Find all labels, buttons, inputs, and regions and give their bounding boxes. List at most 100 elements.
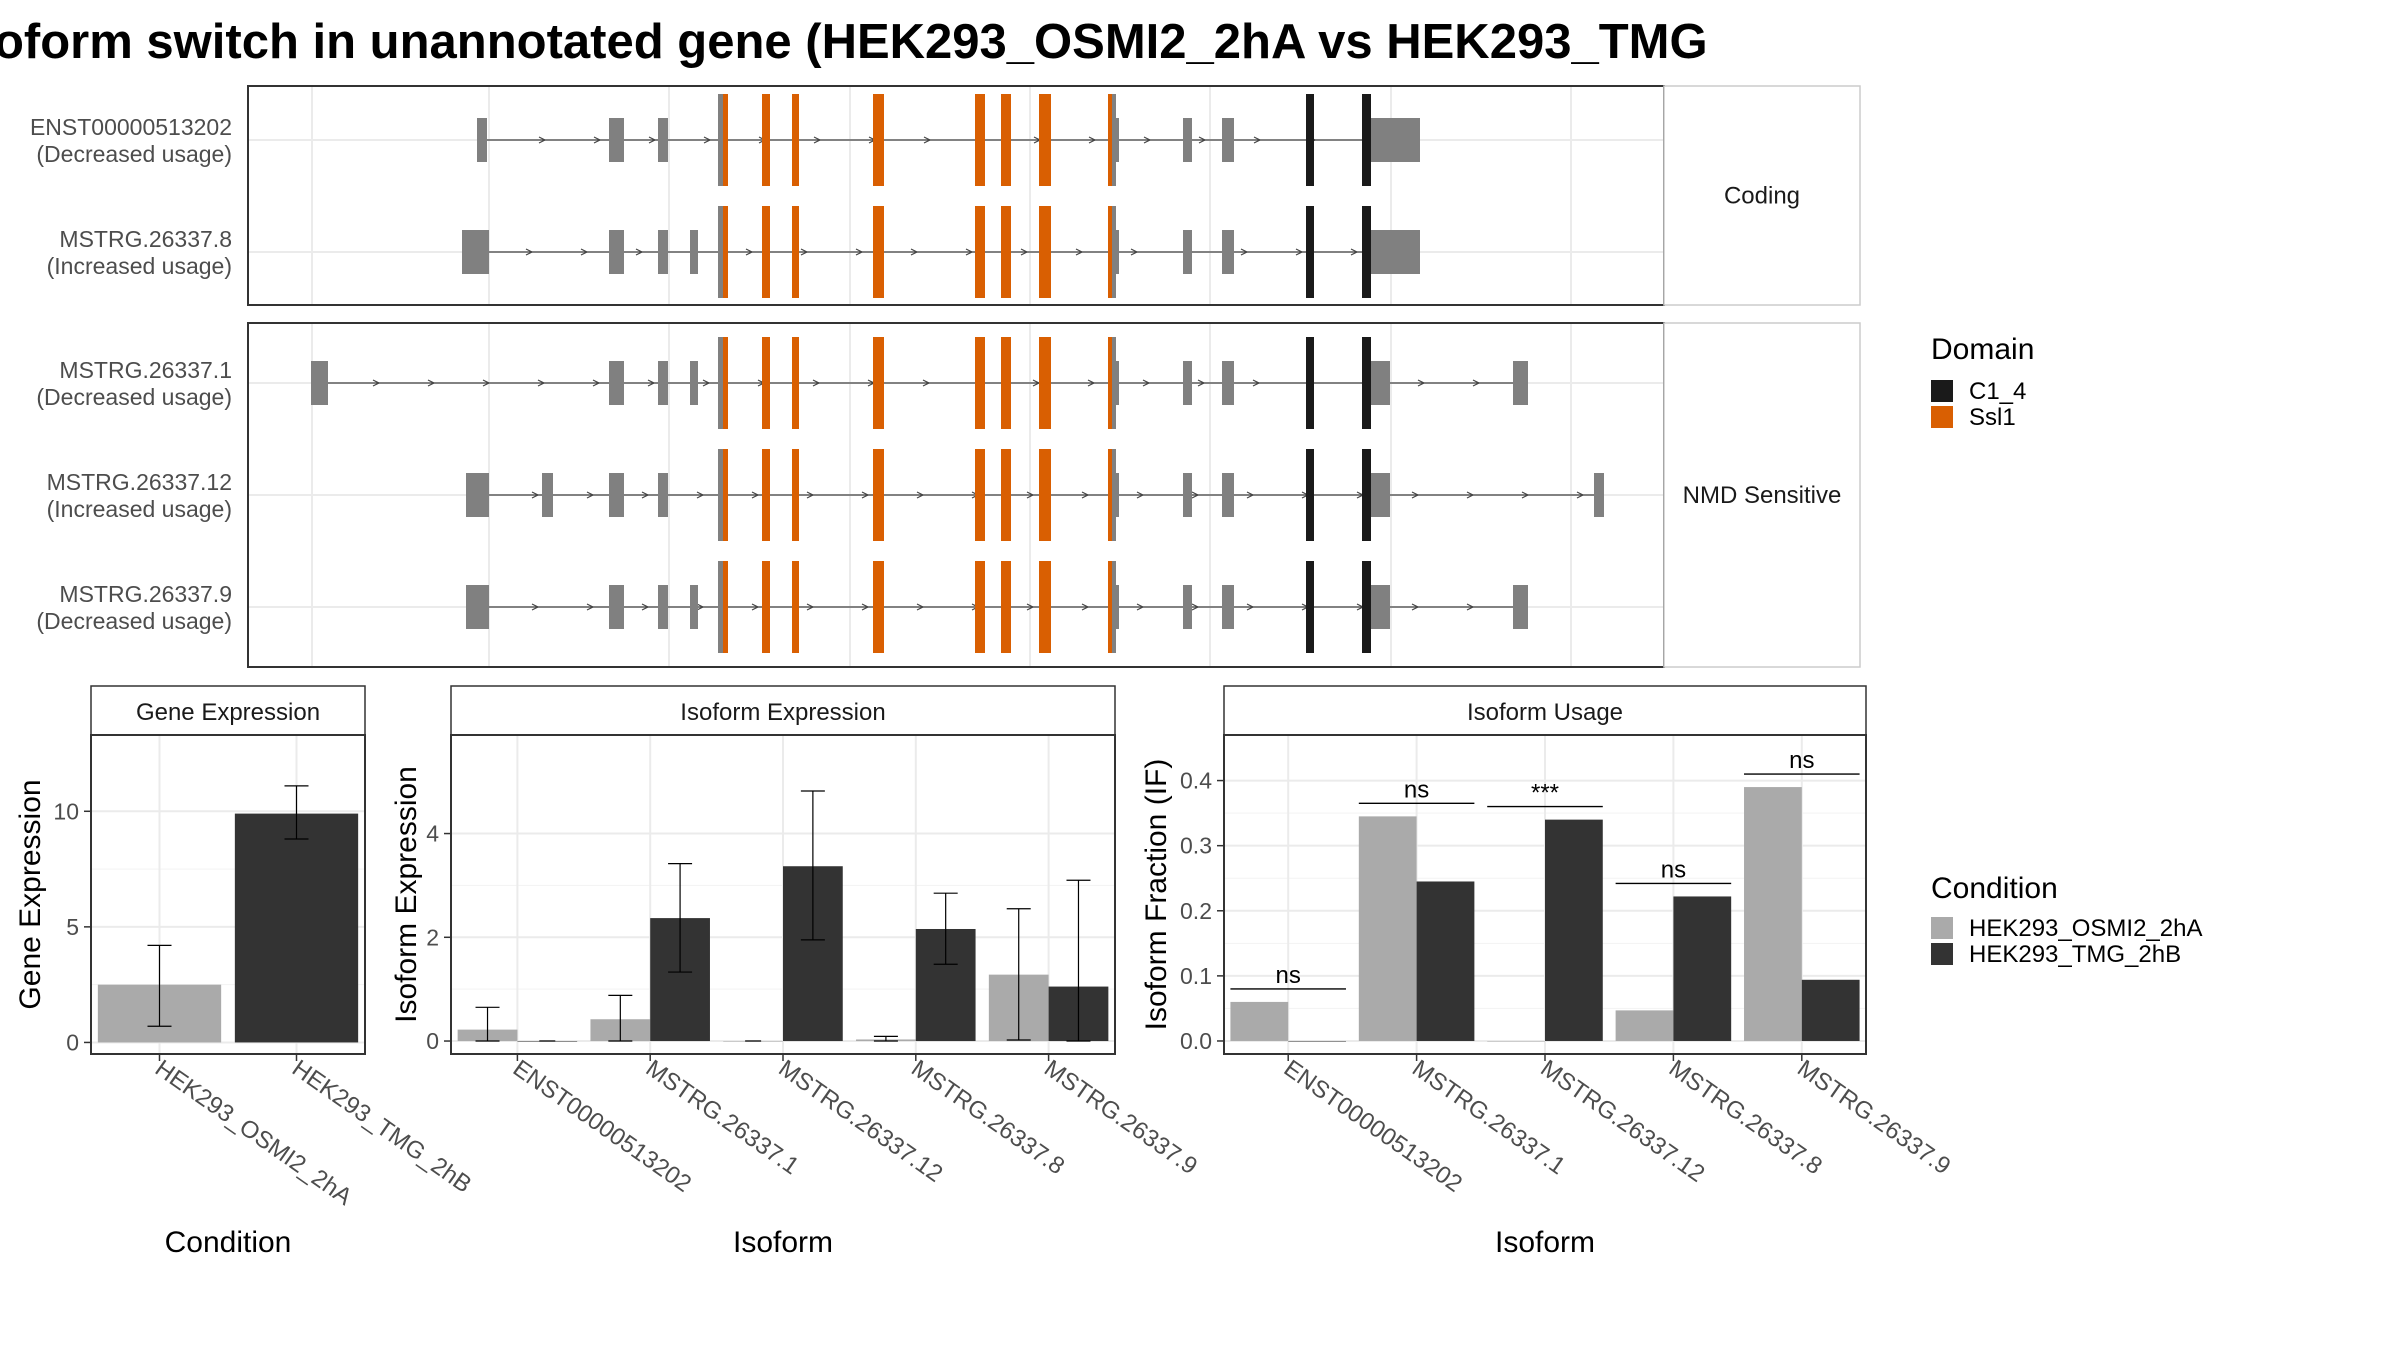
y-tick-label: 10 <box>53 798 79 824</box>
y-axis-label: Gene Expression <box>14 779 47 1009</box>
exon <box>609 585 624 629</box>
transcript-id: MSTRG.26337.8 <box>59 226 232 252</box>
domain-ssl1 <box>975 449 985 541</box>
domain-c1-4 <box>1306 561 1314 653</box>
strand-arrow <box>1075 248 1084 256</box>
exon <box>311 361 328 405</box>
strand-arrow <box>537 379 546 387</box>
strand-arrow <box>1252 379 1261 387</box>
domain-legend-title: Domain <box>1931 333 2034 366</box>
panel-strip <box>1223 685 1867 736</box>
strand-arrow <box>1521 491 1530 499</box>
exon-edge <box>1112 94 1116 186</box>
exon-edge <box>718 94 723 186</box>
strand-arrow <box>1417 379 1426 387</box>
exon <box>1370 473 1390 517</box>
strand-arrow <box>1411 491 1420 499</box>
bar <box>1416 881 1475 1041</box>
domain-ssl1 <box>975 561 985 653</box>
domain-ssl1 <box>1039 206 1051 298</box>
bar <box>1288 1040 1346 1042</box>
strand-arrow <box>1240 248 1249 256</box>
panel-title: Isoform Usage <box>1467 699 1623 726</box>
exon-edge <box>1112 337 1116 429</box>
exon <box>1222 230 1234 274</box>
bar <box>1615 1010 1674 1041</box>
exon <box>1183 473 1192 517</box>
transcript-row: ENST00000513202(Decreased usage) <box>30 94 1420 186</box>
strand-arrow <box>965 248 974 256</box>
transcript-usage: (Increased usage) <box>47 253 232 279</box>
bar <box>1487 1040 1545 1042</box>
domain-ssl1 <box>762 206 770 298</box>
structure-strip <box>1663 85 1861 306</box>
exon-edge <box>718 206 723 298</box>
domain-ssl1 <box>792 449 799 541</box>
strand-arrow <box>648 136 657 144</box>
strand-arrow <box>1295 248 1304 256</box>
strand-arrow <box>1087 379 1096 387</box>
strand-arrow <box>1472 379 1481 387</box>
strand-arrow <box>1081 491 1090 499</box>
exon <box>1370 585 1390 629</box>
strand-arrow <box>703 136 712 144</box>
transcript-row: MSTRG.26337.1(Decreased usage) <box>36 337 1528 429</box>
strand-arrow <box>702 379 711 387</box>
plot-border <box>90 734 366 1055</box>
exon-edge <box>718 561 723 653</box>
transcript-usage: (Decreased usage) <box>36 608 232 634</box>
panel-strip <box>90 685 366 736</box>
strand-arrow <box>861 603 870 611</box>
domain-ssl1 <box>1039 449 1051 541</box>
exon-edge <box>1112 206 1116 298</box>
strand-arrow <box>592 379 601 387</box>
strand-arrow <box>525 248 534 256</box>
domain-ssl1 <box>1039 561 1051 653</box>
strand-arrow <box>751 603 760 611</box>
exon <box>658 473 668 517</box>
domain-c1-4 <box>1362 449 1371 541</box>
bar <box>1673 896 1732 1041</box>
exon <box>1513 585 1528 629</box>
exon-edge <box>1112 561 1116 653</box>
transcript-usage: (Increased usage) <box>47 496 232 522</box>
exon <box>658 585 668 629</box>
domain-ssl1 <box>873 561 884 653</box>
panel-title: Isoform Expression <box>680 699 885 726</box>
domain-legend-swatch <box>1931 380 1953 402</box>
strand-arrow <box>641 603 650 611</box>
exon <box>1513 361 1528 405</box>
signif-label: *** <box>1531 780 1559 807</box>
strand-arrow <box>1350 248 1359 256</box>
exon <box>1370 361 1390 405</box>
domain-ssl1 <box>1001 449 1011 541</box>
strand-arrow <box>861 491 870 499</box>
strand-arrow <box>813 136 822 144</box>
exon <box>1222 118 1234 162</box>
signif-label: ns <box>1789 747 1814 774</box>
exon <box>462 230 489 274</box>
y-tick-label: 0.0 <box>1180 1028 1212 1054</box>
exon <box>1594 473 1604 517</box>
domain-ssl1 <box>1039 337 1051 429</box>
exon <box>1222 473 1234 517</box>
y-tick-label: 0.1 <box>1180 963 1212 989</box>
x-axis-label: Isoform <box>733 1226 833 1259</box>
bar <box>1744 787 1802 1041</box>
strand-arrow <box>538 136 547 144</box>
panel-strip <box>450 685 1116 736</box>
condition-legend-swatch <box>1931 943 1953 965</box>
domain-ssl1 <box>975 337 985 429</box>
domain-ssl1 <box>873 206 884 298</box>
exon <box>466 585 489 629</box>
exon <box>1183 585 1192 629</box>
exon <box>477 118 487 162</box>
domain-ssl1 <box>762 561 770 653</box>
strand-arrow <box>923 136 932 144</box>
strand-arrow <box>1026 491 1035 499</box>
domain-c1-4 <box>1362 337 1371 429</box>
